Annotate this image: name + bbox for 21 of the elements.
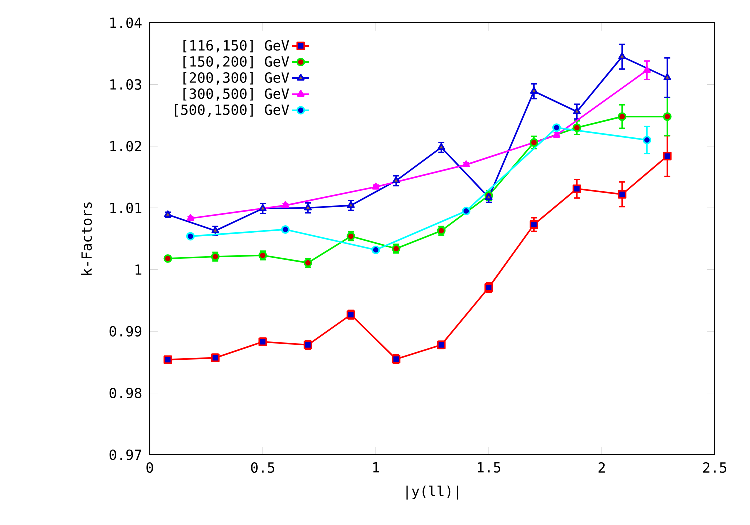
x-tick-label: 1	[373, 462, 380, 473]
y-tick-label: 1.04	[110, 18, 142, 28]
y-tick-label: 0.97	[110, 450, 142, 460]
x-axis-title: |y(ll)|	[406, 486, 458, 500]
y-tick-label: 0.98	[110, 388, 142, 399]
y-axis-title: k-Factors	[81, 202, 92, 276]
legend-label: [500,1500] GeV	[175, 104, 290, 117]
x-tick-label: 0	[146, 462, 154, 474]
y-tick-label: 1	[136, 264, 142, 275]
y-tick-label: 1.01	[110, 202, 142, 214]
x-tick-label: 1.5	[478, 462, 500, 473]
legend-label: [200,300] GeV	[184, 72, 290, 85]
x-tick-label: 0.5	[251, 462, 274, 474]
x-tick-label: 2	[598, 462, 606, 473]
y-tick-label: 1.02	[110, 141, 142, 152]
legend-label: [300,500] GeV	[184, 88, 290, 101]
x-tick-label: 2.5	[703, 462, 726, 474]
y-tick-label: 1.03	[110, 79, 142, 90]
y-tick-label: 0.99	[110, 326, 142, 337]
legend-label: [150,200] GeV	[184, 56, 290, 69]
legend-label: [116,150] GeV	[184, 40, 290, 53]
